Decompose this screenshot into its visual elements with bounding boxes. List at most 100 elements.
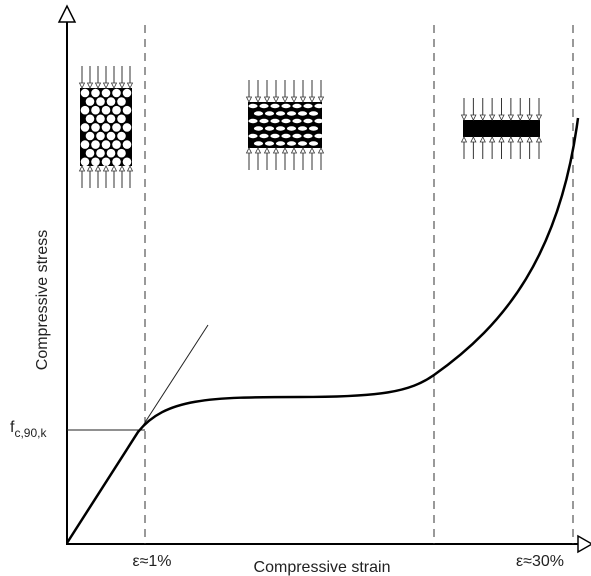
strain-mark: ε≈1% [132,553,171,570]
icon-part [308,126,319,131]
stress-level-label: fc,90,k [10,419,47,440]
icon-part [292,133,302,139]
stress-strain-curve [65,117,580,544]
icon-part [106,148,116,158]
strain-mark: ε≈30% [516,553,564,570]
stress-symbol: f [10,419,15,436]
icon-part [275,141,286,146]
axes [57,4,591,554]
icon-part [118,82,126,89]
icon-part [85,114,95,124]
icon-part [264,126,275,131]
icon-part [91,123,100,132]
icon-part [297,141,308,146]
icon-part [479,114,486,121]
icon-part [254,96,262,103]
icon-part [80,88,90,98]
icon-part [86,82,94,89]
icon-part [290,96,298,103]
icon-part [270,133,280,139]
icon-part [460,136,468,143]
icon-part [86,165,94,172]
icon-part [101,140,111,149]
icon-part [253,111,264,116]
icon-part [112,123,121,132]
icon-part [117,114,126,124]
icon-part [253,141,264,146]
icon-part [526,136,533,143]
icon-part [535,114,543,121]
icon-part [460,114,468,121]
y-axis-label: Compressive stress [34,230,51,370]
icon-part [122,88,132,98]
icon-part [517,136,524,143]
icon-part [317,147,325,154]
icon-part [117,97,126,106]
icon-part [245,96,253,103]
icon-part [80,157,90,167]
icon-part [463,120,540,137]
icon-part [85,148,95,158]
icon-part [122,140,132,149]
icon-part [80,105,90,115]
icon-part [78,165,86,172]
icon-part [112,140,121,149]
icon-part [102,165,110,172]
icon-part [498,136,505,143]
icon-part [122,105,132,115]
icon-part [303,133,313,139]
icon-part [507,136,515,143]
icon-part [281,96,289,103]
icon-part [117,131,126,141]
icon-part [303,118,313,124]
icon-part [112,157,121,167]
icon-part [118,165,126,172]
icon-part [91,105,100,115]
icon-part [281,118,291,124]
icon-part [85,97,95,106]
icon-part [248,103,258,109]
icon-part [479,136,486,143]
icon-part [299,147,307,154]
icon-part [264,141,275,146]
icon-part [263,147,271,154]
icon-part [91,88,100,98]
cell-icons [78,66,543,188]
icon-part [281,147,289,154]
icon-part [281,133,291,139]
icon-part [126,165,134,172]
icon-part [85,131,95,141]
icon-part [488,136,496,143]
icon-part [299,96,307,103]
icon-part [308,141,319,146]
icon-part [317,96,325,103]
icon-part [110,82,118,89]
icon-part [112,88,121,98]
icon-part [470,114,477,121]
icon-part [110,165,118,172]
icon-part [290,147,298,154]
icon-part [94,165,102,172]
icon-part [314,103,324,109]
icon-part [101,157,111,167]
icon-part [245,147,253,154]
icon-part [286,141,297,146]
icon-part [272,147,280,154]
icon-part [286,126,297,131]
icon-part [297,126,308,131]
icon-part [517,114,524,121]
icon-part [292,118,302,124]
icon-part [248,118,258,124]
icon-part [102,82,110,89]
icon-part [254,147,262,154]
icon-part [281,103,291,109]
icon-part [488,114,496,121]
icon-part [96,148,105,158]
icon-part [96,114,105,124]
icon-part [275,126,286,131]
icon-part [248,102,322,148]
icon-part [106,114,116,124]
icon-part [112,105,121,115]
icon-part [259,133,269,139]
